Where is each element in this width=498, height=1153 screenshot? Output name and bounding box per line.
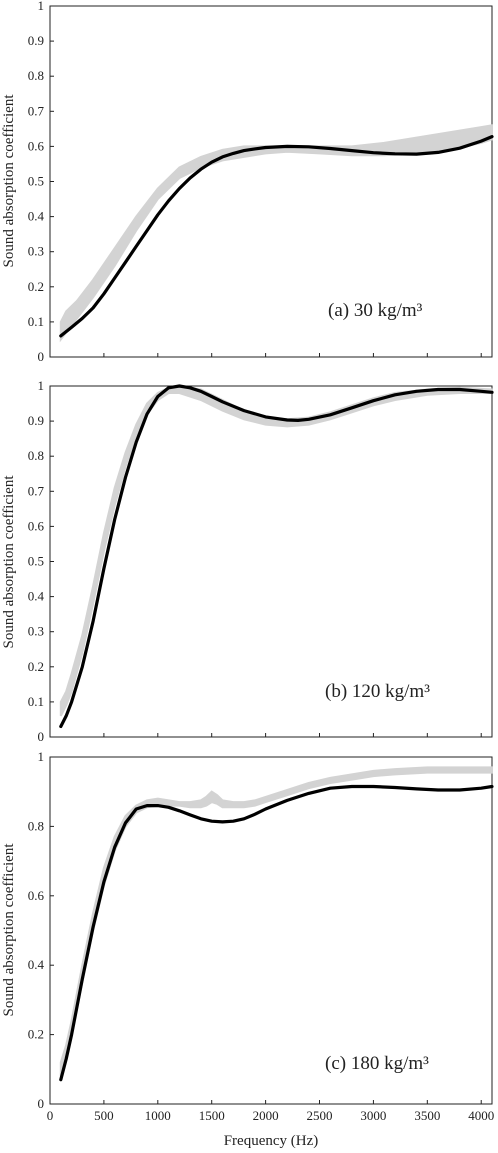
ytick-label: 1 <box>38 378 45 393</box>
ylabel-a: Sound absorption coefficient <box>1 94 17 268</box>
plot-area-b <box>49 385 493 738</box>
ytick-label: 0.4 <box>28 957 45 972</box>
series-a <box>59 124 494 343</box>
ytick-label: 0 <box>38 729 45 744</box>
model-curve-a <box>59 135 494 338</box>
ytick-label: 0.2 <box>28 1027 44 1042</box>
xlabel-c: Frequency (Hz) <box>224 1133 319 1149</box>
ytick-label: 0.3 <box>28 624 44 639</box>
annotation-b: (b) 120 kg/m³ <box>325 681 430 702</box>
ytick-label: 0.7 <box>28 483 45 498</box>
ytick-label: 0.2 <box>28 279 44 294</box>
ytick-label: 0.6 <box>28 888 45 903</box>
ytick-label: 0.1 <box>28 314 44 329</box>
plot-area-c <box>49 756 493 1105</box>
series-c <box>59 766 494 1082</box>
xtick-label: 1500 <box>199 1108 225 1123</box>
ticks-a: 0 0.1 0.2 0.3 0.4 0.5 0.6 0.7 0.8 0.9 1 <box>28 0 482 364</box>
measured-band-a <box>59 124 493 343</box>
xtick-label: 500 <box>94 1108 114 1123</box>
panel-b: 0 0.1 0.2 0.3 0.4 0.5 0.6 0.7 0.8 0.9 1 Sound abso… <box>1 378 494 744</box>
ytick-label: 1 <box>38 749 45 764</box>
annotation-a: (a) 30 kg/m³ <box>328 300 423 321</box>
ytick-label: 0.3 <box>28 244 44 259</box>
model-curve-b <box>59 384 494 729</box>
ytick-label: 0.5 <box>28 174 44 189</box>
ytick-label: 0.7 <box>28 103 45 118</box>
annotation-c: (c) 180 kg/m³ <box>325 1053 429 1074</box>
ytick-label: 0.8 <box>28 68 44 83</box>
ticks-c: 0 0.2 0.4 0.6 0.8 1 0 500 1000 1500 2000 2500 3000 35… <box>28 749 494 1123</box>
ytick-label: 0.1 <box>28 694 44 709</box>
ytick-label: 0.4 <box>28 589 45 604</box>
ytick-label: 0.5 <box>28 554 44 569</box>
ytick-label: 0.2 <box>28 659 44 674</box>
plot-area-a <box>49 5 493 358</box>
xtick-label: 4000 <box>468 1108 494 1123</box>
ytick-label: 0.6 <box>28 518 45 533</box>
ytick-label: 0 <box>38 1096 45 1111</box>
xtick-label: 3000 <box>360 1108 386 1123</box>
xtick-label: 2000 <box>253 1108 279 1123</box>
ytick-label: 0.6 <box>28 138 45 153</box>
ylabel-c: Sound absorption coefficient <box>1 843 17 1017</box>
xtick-label: 3500 <box>414 1108 440 1123</box>
ytick-label: 0.4 <box>28 209 45 224</box>
xtick-label: 2500 <box>307 1108 333 1123</box>
ytick-label: 0.8 <box>28 818 44 833</box>
panel-c: 0 0.2 0.4 0.6 0.8 1 0 500 1000 1500 2000 2500 3000 35… <box>1 749 494 1149</box>
ytick-label: 0.9 <box>28 413 44 428</box>
series-b <box>59 384 494 729</box>
ytick-label: 1 <box>38 0 45 13</box>
xtick-label: 0 <box>47 1108 54 1123</box>
xtick-label: 1000 <box>145 1108 171 1123</box>
ylabel-b: Sound absorption coefficient <box>1 475 17 649</box>
panel-a: 0 0.1 0.2 0.3 0.4 0.5 0.6 0.7 0.8 0.9 1 Sound abso… <box>1 0 494 364</box>
ytick-label: 0.9 <box>28 33 44 48</box>
ytick-label: 0 <box>38 349 45 364</box>
ticks-b: 0 0.1 0.2 0.3 0.4 0.5 0.6 0.7 0.8 0.9 1 <box>28 378 482 744</box>
ytick-label: 0.8 <box>28 448 44 463</box>
model-curve-c <box>59 784 494 1082</box>
